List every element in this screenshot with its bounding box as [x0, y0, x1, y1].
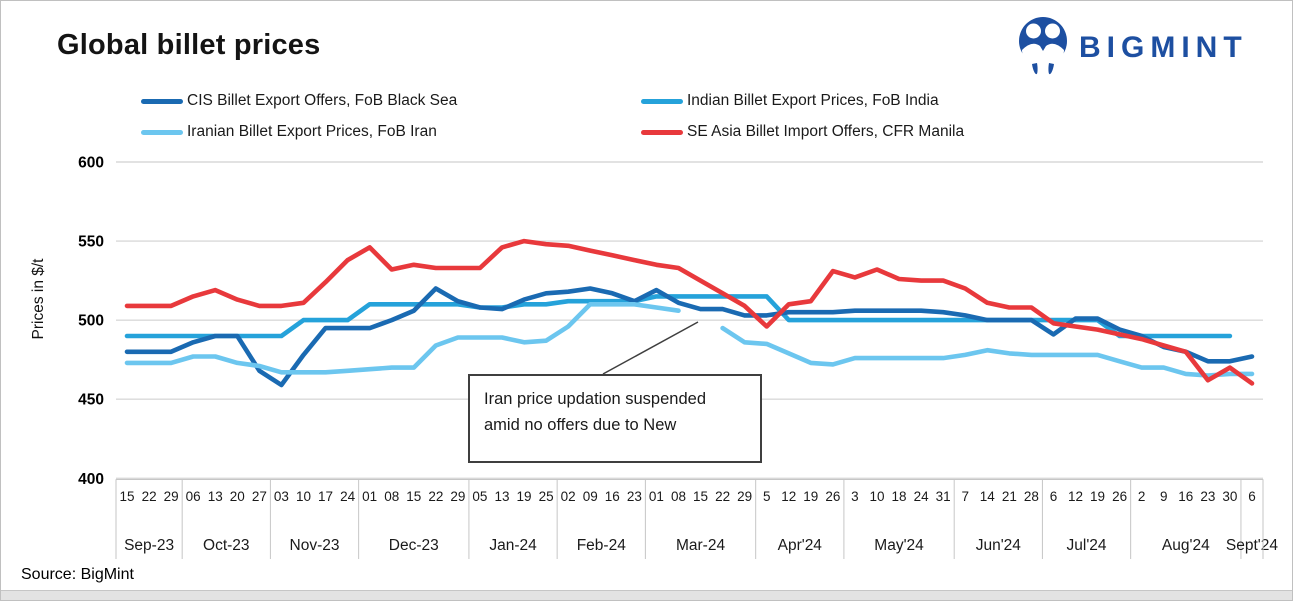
- svg-text:2: 2: [1138, 489, 1146, 504]
- source-label: Source: BigMint: [21, 566, 134, 583]
- svg-text:08: 08: [384, 489, 399, 504]
- svg-text:17: 17: [318, 489, 333, 504]
- svg-text:Jun'24: Jun'24: [976, 537, 1022, 554]
- bigmint-logo-text: BIGMINT: [1079, 30, 1248, 64]
- svg-text:06: 06: [186, 489, 201, 504]
- svg-text:23: 23: [627, 489, 642, 504]
- svg-text:03: 03: [274, 489, 289, 504]
- svg-text:5: 5: [763, 489, 771, 504]
- svg-text:Oct-23: Oct-23: [203, 537, 250, 554]
- svg-text:Dec-23: Dec-23: [389, 537, 439, 554]
- svg-text:29: 29: [450, 489, 465, 504]
- svg-text:20: 20: [230, 489, 245, 504]
- svg-text:01: 01: [649, 489, 664, 504]
- svg-text:14: 14: [980, 489, 996, 504]
- svg-text:3: 3: [851, 489, 859, 504]
- svg-text:28: 28: [1024, 489, 1039, 504]
- svg-text:05: 05: [472, 489, 487, 504]
- svg-text:22: 22: [715, 489, 730, 504]
- svg-text:15: 15: [693, 489, 708, 504]
- svg-text:19: 19: [803, 489, 818, 504]
- svg-text:600: 600: [78, 155, 104, 172]
- legend-label-indian: Indian Billet Export Prices, FoB India: [687, 92, 939, 109]
- svg-text:15: 15: [120, 489, 135, 504]
- annotation-line2: amid no offers due to New: [484, 415, 677, 434]
- svg-text:30: 30: [1222, 489, 1237, 504]
- legend-item-indian: Indian Billet Export Prices, FoB India: [641, 92, 964, 110]
- svg-text:29: 29: [737, 489, 752, 504]
- svg-text:10: 10: [296, 489, 311, 504]
- svg-text:Feb-24: Feb-24: [577, 537, 626, 554]
- svg-text:12: 12: [1068, 489, 1083, 504]
- svg-text:08: 08: [671, 489, 686, 504]
- svg-text:27: 27: [252, 489, 267, 504]
- svg-text:400: 400: [78, 471, 104, 488]
- svg-text:500: 500: [78, 313, 104, 330]
- svg-text:12: 12: [781, 489, 796, 504]
- legend-item-cis: CIS Billet Export Offers, FoB Black Sea: [141, 92, 641, 110]
- svg-text:Aug'24: Aug'24: [1162, 537, 1210, 554]
- chart-legend: CIS Billet Export Offers, FoB Black Sea …: [141, 92, 964, 141]
- bottom-accent-bar: [1, 590, 1292, 600]
- svg-text:550: 550: [78, 234, 104, 251]
- svg-text:9: 9: [1160, 489, 1168, 504]
- svg-text:Mar-24: Mar-24: [676, 537, 725, 554]
- chart-title: Global billet prices: [57, 29, 321, 61]
- svg-text:Apr'24: Apr'24: [778, 537, 823, 554]
- svg-text:Sept'24: Sept'24: [1226, 537, 1278, 554]
- svg-text:7: 7: [961, 489, 969, 504]
- svg-text:22: 22: [428, 489, 443, 504]
- svg-text:26: 26: [1112, 489, 1127, 504]
- svg-text:450: 450: [78, 392, 104, 409]
- legend-item-seasia: SE Asia Billet Import Offers, CFR Manila: [641, 123, 964, 141]
- svg-text:29: 29: [164, 489, 179, 504]
- svg-text:19: 19: [1090, 489, 1105, 504]
- svg-text:15: 15: [406, 489, 421, 504]
- svg-text:24: 24: [914, 489, 930, 504]
- svg-text:22: 22: [142, 489, 157, 504]
- svg-text:18: 18: [892, 489, 907, 504]
- bigmint-logo: BIGMINT: [1017, 15, 1248, 80]
- svg-text:16: 16: [1178, 489, 1193, 504]
- bigmint-logo-icon: [1017, 15, 1069, 80]
- svg-text:21: 21: [1002, 489, 1017, 504]
- svg-text:Jul'24: Jul'24: [1067, 537, 1107, 554]
- svg-text:19: 19: [517, 489, 532, 504]
- svg-text:10: 10: [869, 489, 884, 504]
- svg-text:31: 31: [936, 489, 951, 504]
- annotation-box: Iran price updation suspended amid no of…: [468, 374, 762, 463]
- svg-text:25: 25: [539, 489, 554, 504]
- svg-text:6: 6: [1248, 489, 1256, 504]
- svg-text:24: 24: [340, 489, 356, 504]
- svg-text:09: 09: [583, 489, 598, 504]
- iranian-line-swatch: [141, 129, 183, 135]
- legend-label-seasia: SE Asia Billet Import Offers, CFR Manila: [687, 123, 965, 140]
- svg-text:May'24: May'24: [874, 537, 924, 554]
- cis-line-swatch: [141, 98, 183, 104]
- legend-item-iranian: Iranian Billet Export Prices, FoB Iran: [141, 123, 641, 141]
- svg-text:Sep-23: Sep-23: [124, 537, 174, 554]
- indian-line-swatch: [641, 98, 683, 104]
- svg-text:26: 26: [825, 489, 840, 504]
- svg-text:13: 13: [494, 489, 509, 504]
- svg-text:13: 13: [208, 489, 223, 504]
- svg-text:23: 23: [1200, 489, 1215, 504]
- svg-text:01: 01: [362, 489, 377, 504]
- annotation-line1: Iran price updation suspended: [484, 390, 706, 408]
- svg-text:02: 02: [561, 489, 576, 504]
- svg-text:Jan-24: Jan-24: [489, 537, 537, 554]
- svg-text:6: 6: [1050, 489, 1058, 504]
- seasia-line-swatch: [641, 129, 683, 135]
- svg-text:16: 16: [605, 489, 620, 504]
- legend-label-cis: CIS Billet Export Offers, FoB Black Sea: [187, 92, 458, 109]
- svg-text:Nov-23: Nov-23: [290, 537, 340, 554]
- legend-label-iranian: Iranian Billet Export Prices, FoB Iran: [187, 123, 437, 140]
